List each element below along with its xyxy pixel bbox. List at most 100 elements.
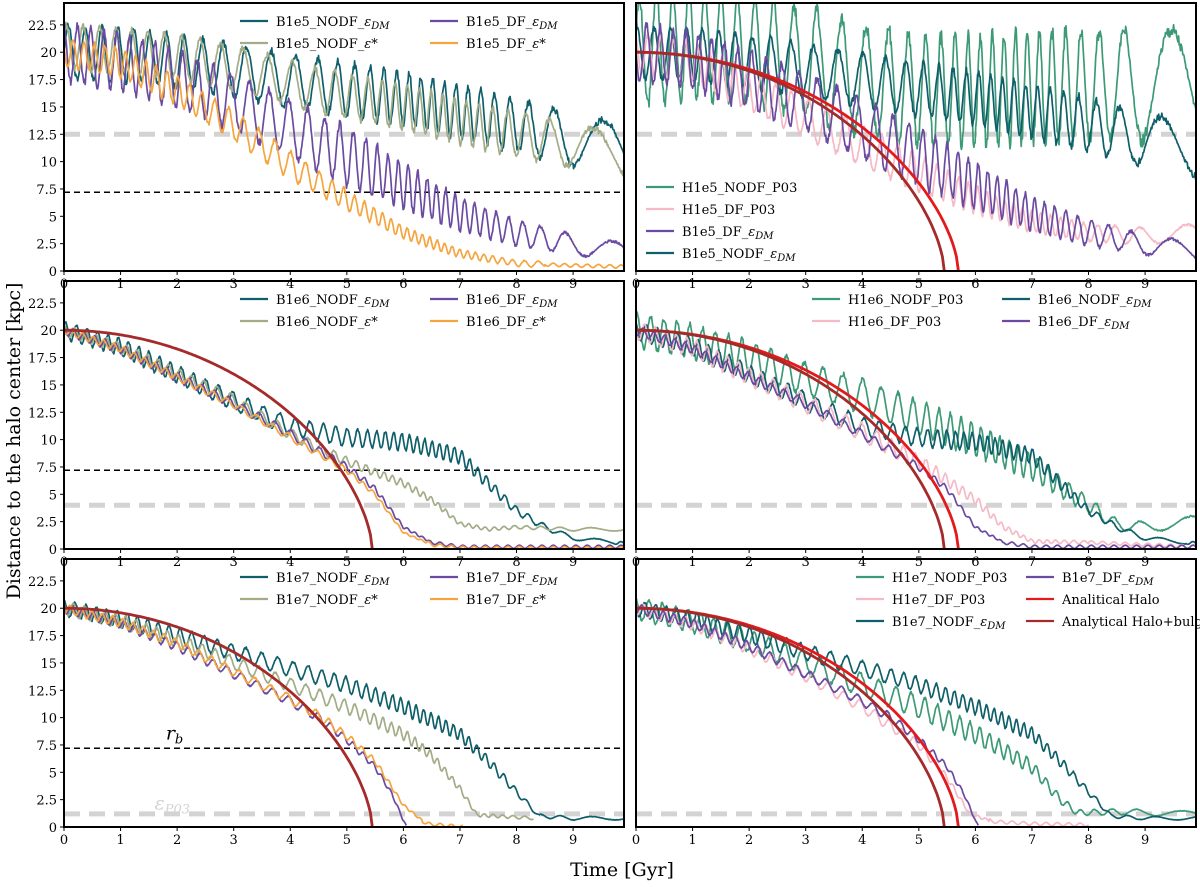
- x-tick-label: 3: [802, 833, 810, 848]
- x-tick-label: 4: [286, 833, 294, 848]
- panel-frame: [63, 2, 625, 272]
- y-tick-label: 7.5: [36, 461, 57, 476]
- x-tick-label: 6: [971, 833, 979, 848]
- y-tick-label: 0: [49, 543, 57, 558]
- series-line-h_df: [636, 603, 1090, 827]
- x-tick-label: 3: [230, 277, 238, 292]
- x-tick-label: 3: [802, 277, 810, 292]
- x-tick-label: 2: [745, 555, 753, 570]
- y-tick-label: 15: [40, 657, 57, 672]
- y-tick-label: 17.5: [28, 630, 57, 645]
- series-line-nodf_star: [64, 602, 534, 821]
- series-line-df_star: [64, 328, 624, 549]
- legend-entry: B1e6_NODF_ε*: [276, 315, 378, 330]
- series-line-df_dm: [64, 327, 624, 549]
- x-tick-label: 2: [173, 555, 181, 570]
- legend-entry: B1e5_DF_εDM: [466, 15, 558, 32]
- y-tick-label: 7.5: [36, 739, 57, 754]
- x-tick-label: 8: [1084, 277, 1092, 292]
- panel-p2: 0 1 2 3 4 5 6 7 8 9H1e5_NODF_P03H1e5_DF_P03B1e5_D…: [632, 2, 1197, 292]
- legend-entry: B1e7_NODF_εDM: [276, 571, 390, 588]
- legend-entry: B1e7_DF_εDM: [466, 571, 558, 588]
- legend-entry: B1e5_DF_ε*: [466, 37, 546, 52]
- series-line-df_star: [64, 604, 464, 827]
- series-line-h_df: [636, 323, 1196, 549]
- legend-entry: Analitical Halo: [1061, 593, 1160, 608]
- legend-entry: B1e6_NODF_εDM: [276, 293, 390, 310]
- panel-frame: [635, 558, 1197, 828]
- legend: B1e6_NODF_εDM B1e6_DF_εDM B1e6_NODF_ε* B1e6…: [240, 293, 558, 330]
- x-tick-label: 0: [632, 833, 640, 848]
- x-tick-label: 6: [971, 277, 979, 292]
- x-tick-label: 6: [399, 833, 407, 848]
- x-tick-label: 6: [399, 555, 407, 570]
- series-line-h_nodf: [636, 597, 1196, 817]
- y-tick-label: 15: [40, 379, 57, 394]
- series-line-analytic_bulge: [636, 50, 946, 271]
- legend-entry: H1e6_NODF_P03: [848, 293, 963, 308]
- legend-entry: B1e6_DF_εDM: [1038, 315, 1130, 332]
- series-line-df_dm: [64, 605, 407, 826]
- legend-entry: B1e5_NODF_εDM: [276, 15, 390, 32]
- x-tick-label: 6: [971, 555, 979, 570]
- legend-entry: H1e7_NODF_P03: [892, 571, 1007, 586]
- plot-area: [64, 21, 624, 269]
- x-tick-label: 3: [230, 555, 238, 570]
- series-line-nodf_dm: [64, 22, 624, 170]
- x-tick-label: 4: [858, 555, 866, 570]
- annotation-label: rb: [166, 722, 183, 747]
- y-tick-label: 17.5: [28, 74, 57, 89]
- y-tick-label: 2.5: [36, 794, 57, 809]
- x-tick-label: 3: [802, 555, 810, 570]
- x-tick-label: 5: [343, 555, 351, 570]
- y-tick-label: 5: [49, 488, 57, 503]
- series-line-nodf_star: [64, 324, 624, 533]
- series-line-df_dm: [636, 327, 1196, 549]
- x-tick-label: 9: [1141, 833, 1149, 848]
- series-line-analytic_halo: [636, 606, 960, 827]
- x-tick-label: 6: [399, 277, 407, 292]
- y-tick-label: 0: [49, 265, 57, 280]
- legend-entry: H1e5_NODF_P03: [682, 181, 797, 196]
- legend-entry: Analytical Halo+bulge: [1061, 615, 1200, 630]
- x-axis-label: Time [Gyr]: [570, 859, 674, 881]
- legend-entry: B1e7_DF_ε*: [466, 593, 546, 608]
- x-tick-label: 8: [1084, 833, 1092, 848]
- x-tick-label: 1: [116, 833, 124, 848]
- x-tick-label: 1: [688, 833, 696, 848]
- x-tick-label: 8: [1084, 555, 1092, 570]
- x-tick-label: 4: [858, 277, 866, 292]
- plot-area: [636, 3, 1196, 271]
- series-line-nodf_dm: [636, 601, 1196, 821]
- y-tick-label: 7.5: [36, 183, 57, 198]
- y-tick-label: 12.5: [28, 406, 57, 421]
- x-tick-label: 0: [60, 833, 68, 848]
- x-tick-label: 9: [569, 833, 577, 848]
- series-line-analytic_bulge: [636, 328, 946, 549]
- legend-entry: B1e7_NODF_ε*: [276, 593, 378, 608]
- y-tick-label: 20: [40, 46, 57, 61]
- plot-area: [636, 597, 1196, 827]
- x-tick-label: 2: [173, 833, 181, 848]
- y-tick-label: 22.5: [28, 19, 57, 34]
- plot-area: [64, 599, 624, 827]
- legend: H1e6_NODF_P03 B1e6_NODF_εDM H1e6_DF_P03 B1e…: [812, 293, 1152, 332]
- plot-area: [636, 310, 1196, 549]
- x-tick-label: 8: [512, 277, 520, 292]
- x-tick-label: 7: [456, 555, 464, 570]
- y-tick-label: 0: [49, 821, 57, 836]
- y-tick-label: 5: [49, 210, 57, 225]
- x-tick-label: 7: [1028, 555, 1036, 570]
- legend-entry: B1e6_NODF_εDM: [1038, 293, 1152, 310]
- x-tick-label: 2: [745, 833, 753, 848]
- series-line-analytic_bulge: [64, 606, 374, 827]
- legend: H1e5_NODF_P03 H1e5_DF_P03 B1e5_DF_εDM B1e5_…: [646, 181, 797, 264]
- x-tick-label: 9: [569, 555, 577, 570]
- x-tick-label: 3: [230, 833, 238, 848]
- x-tick-label: 7: [456, 833, 464, 848]
- legend-entry: B1e5_NODF_ε*: [276, 37, 378, 52]
